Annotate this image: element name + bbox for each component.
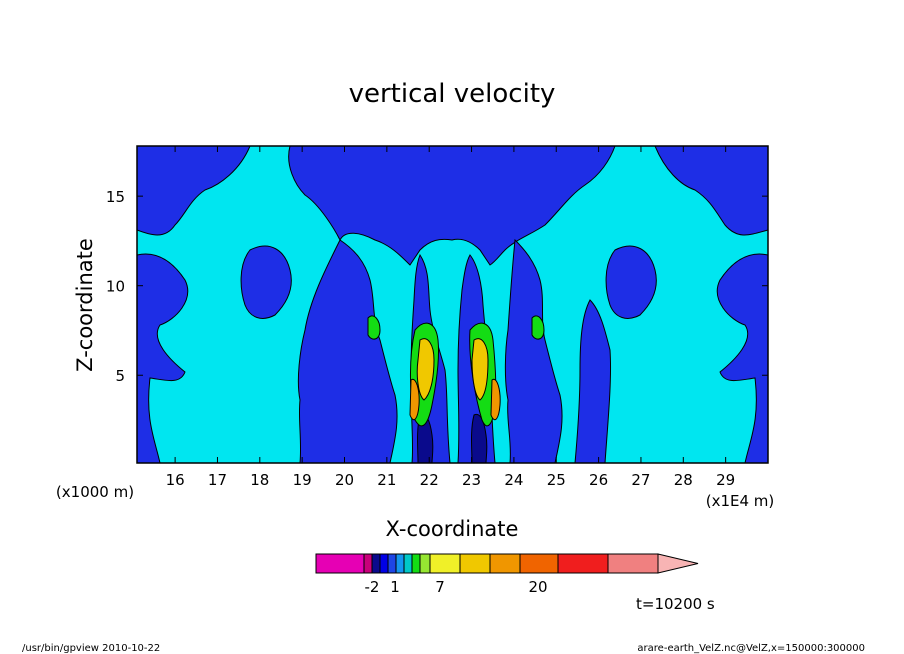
- contour-region: [367, 315, 381, 340]
- colorbar-swatch: [387, 553, 397, 574]
- colorbar-swatch: [557, 553, 609, 574]
- colorbar-labels: -2 1 7 20: [365, 578, 548, 596]
- contour-region: [288, 146, 616, 266]
- colorbar-swatch: [371, 553, 381, 574]
- colorbar-label: 20: [528, 578, 547, 596]
- x-tick-label: 27: [631, 471, 650, 489]
- colorbar: [315, 553, 699, 574]
- x-tick-label: 18: [250, 471, 269, 489]
- x-tick-label: 24: [504, 471, 523, 489]
- y-tick-label: 15: [106, 188, 125, 206]
- colorbar-swatch: [315, 553, 365, 574]
- y-axis: 5 10 15: [106, 188, 768, 385]
- contour-region: [504, 238, 563, 463]
- colorbar-swatch: [607, 553, 659, 574]
- x-unit-right: (x1E4 m): [706, 492, 775, 510]
- colorbar-swatch: [403, 553, 413, 574]
- x-tick-label: 20: [335, 471, 354, 489]
- x-tick-label: 16: [166, 471, 185, 489]
- plot-area: [136, 145, 769, 464]
- colorbar-swatch: [489, 553, 521, 574]
- y-axis-label: Z-coordinate: [73, 238, 97, 372]
- colorbar-swatch: [411, 553, 421, 574]
- contour-region: [531, 315, 545, 340]
- contour-region: [605, 245, 657, 319]
- colorbar-label: 1: [390, 578, 400, 596]
- x-tick-label: 29: [716, 471, 735, 489]
- contour-region: [490, 378, 501, 421]
- colorbar-label: 7: [435, 578, 445, 596]
- x-axis: 16 17 18 19 20 21 22 23 24 25 26 27 28 29: [166, 146, 735, 489]
- colorbar-swatch: [379, 553, 389, 574]
- contour-region: [416, 338, 435, 401]
- x-tick-label: 26: [589, 471, 608, 489]
- contour-region: [137, 253, 189, 463]
- x-tick-label: 22: [420, 471, 439, 489]
- y-tick-label: 10: [106, 278, 125, 296]
- colorbar-arrow: [657, 553, 699, 574]
- colorbar-swatch: [429, 553, 461, 574]
- contour-region: [137, 146, 251, 236]
- contour-region: [409, 378, 420, 421]
- time-annotation: t=10200 s: [636, 595, 715, 613]
- footer-right: arare-earth_VelZ.nc@VelZ,x=150000:300000: [637, 643, 865, 654]
- x-tick-label: 17: [208, 471, 227, 489]
- colorbar-swatch: [459, 553, 491, 574]
- x-tick-label: 28: [674, 471, 693, 489]
- x-tick-label: 19: [293, 471, 312, 489]
- contour-regions: [137, 146, 768, 463]
- contour-region: [574, 299, 612, 463]
- x-tick-label: 25: [547, 471, 566, 489]
- colorbar-swatch: [363, 553, 373, 574]
- x-tick-label: 23: [462, 471, 481, 489]
- x-unit-left: (x1000 m): [56, 483, 134, 501]
- chart-title: vertical velocity: [349, 79, 556, 109]
- contour-region: [471, 338, 489, 401]
- contour-region: [297, 239, 398, 463]
- colorbar-swatch: [519, 553, 559, 574]
- colorbar-label: -2: [365, 578, 380, 596]
- y-tick-label: 5: [115, 367, 125, 385]
- colorbar-swatch: [419, 553, 431, 574]
- colorbar-swatch: [395, 553, 405, 574]
- footer-left: /usr/bin/gpview 2010-10-22: [22, 643, 160, 654]
- x-tick-label: 21: [377, 471, 396, 489]
- plot-frame: [136, 145, 769, 464]
- x-axis-label: X-coordinate: [386, 517, 519, 541]
- contour-region: [654, 146, 768, 236]
- contour-region: [240, 245, 292, 319]
- contour-region: [716, 253, 768, 463]
